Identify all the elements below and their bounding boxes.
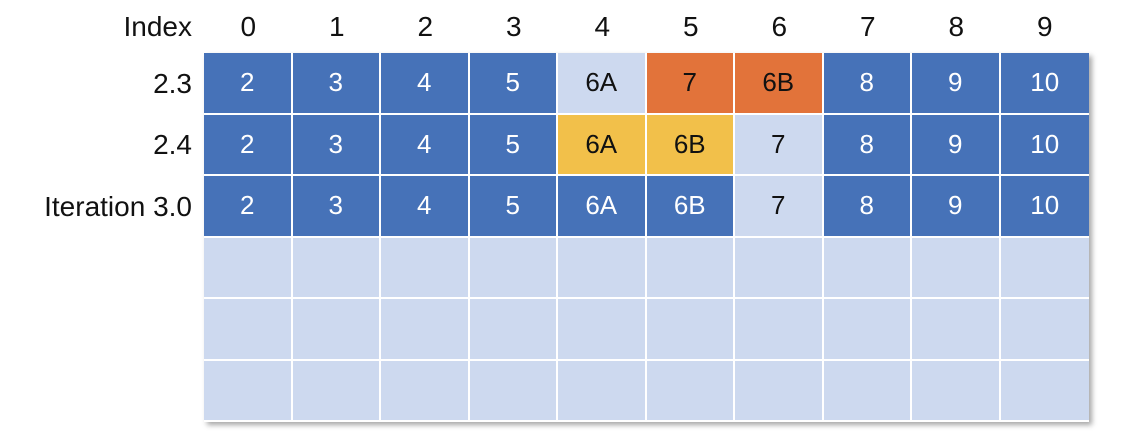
table-cell bbox=[381, 237, 470, 299]
table-cell bbox=[558, 360, 647, 422]
table-cell bbox=[646, 360, 735, 422]
column-index-1: 1 bbox=[328, 10, 345, 42]
row-label bbox=[0, 299, 204, 361]
table-cell: 8 bbox=[823, 114, 912, 176]
table-cell: 3 bbox=[292, 176, 381, 238]
table-cell: 7 bbox=[735, 114, 824, 176]
row-label bbox=[0, 361, 204, 423]
table-cell: 5 bbox=[469, 114, 558, 176]
table-cell: 6B bbox=[646, 176, 735, 238]
row-label: 2.4 bbox=[153, 129, 192, 161]
table-cell bbox=[823, 360, 912, 422]
table-cell: 9 bbox=[912, 114, 1001, 176]
row-label: Iteration 3.0 bbox=[44, 190, 192, 222]
table-cell: 5 bbox=[469, 53, 558, 115]
table-cell: 10 bbox=[1000, 176, 1089, 238]
table-cell bbox=[735, 360, 824, 422]
index-header-label: Index bbox=[123, 10, 193, 42]
column-index-4: 4 bbox=[594, 10, 611, 42]
column-index-0: 0 bbox=[240, 10, 257, 42]
table-cell bbox=[469, 299, 558, 361]
table-cell bbox=[469, 237, 558, 299]
table-cell: 8 bbox=[823, 53, 912, 115]
column-index-3: 3 bbox=[505, 10, 522, 42]
table-cell: 6A bbox=[558, 114, 647, 176]
table-cell bbox=[204, 360, 293, 422]
column-index-8: 8 bbox=[948, 10, 965, 42]
column-index-2: 2 bbox=[417, 10, 434, 42]
table-cell: 7 bbox=[735, 176, 824, 238]
table-cell bbox=[204, 299, 293, 361]
table-cell bbox=[912, 360, 1001, 422]
row-label bbox=[0, 238, 204, 300]
table-cell bbox=[735, 237, 824, 299]
table-cell bbox=[292, 237, 381, 299]
table-cell: 5 bbox=[469, 176, 558, 238]
table-cell: 4 bbox=[381, 176, 470, 238]
table-cell: 4 bbox=[381, 114, 470, 176]
column-index-7: 7 bbox=[859, 10, 876, 42]
table-cell: 9 bbox=[912, 176, 1001, 238]
table-cell: 7 bbox=[646, 53, 735, 115]
column-index-5: 5 bbox=[682, 10, 699, 42]
table-cell: 4 bbox=[381, 53, 470, 115]
table-cell bbox=[1000, 237, 1089, 299]
table-cell: 6A bbox=[558, 176, 647, 238]
table-cell bbox=[646, 237, 735, 299]
table-cell bbox=[1000, 299, 1089, 361]
column-index-6: 6 bbox=[771, 10, 788, 42]
table-cell bbox=[823, 237, 912, 299]
table-cell bbox=[1000, 360, 1089, 422]
table-cell bbox=[292, 360, 381, 422]
table-cell bbox=[735, 299, 824, 361]
table-cell: 3 bbox=[292, 114, 381, 176]
table-cell bbox=[823, 299, 912, 361]
table-cell bbox=[381, 360, 470, 422]
table-cell bbox=[558, 237, 647, 299]
table-cell: 6A bbox=[558, 53, 647, 115]
table-cell: 9 bbox=[912, 53, 1001, 115]
table-cell: 10 bbox=[1000, 53, 1089, 115]
table-cell bbox=[381, 299, 470, 361]
table-cell: 10 bbox=[1000, 114, 1089, 176]
table-cell bbox=[558, 299, 647, 361]
table-cell: 6B bbox=[646, 114, 735, 176]
table-cell bbox=[292, 299, 381, 361]
table-cell bbox=[912, 299, 1001, 361]
table-cell: 3 bbox=[292, 53, 381, 115]
table-cell: 6B bbox=[735, 53, 824, 115]
table-cell: 8 bbox=[823, 176, 912, 238]
table-cell: 2 bbox=[204, 114, 293, 176]
table-cell bbox=[204, 237, 293, 299]
table-cell bbox=[912, 237, 1001, 299]
table-cell: 2 bbox=[204, 53, 293, 115]
table-cell bbox=[646, 299, 735, 361]
column-index-9: 9 bbox=[1036, 10, 1053, 42]
table-cell bbox=[469, 360, 558, 422]
table-cell: 2 bbox=[204, 176, 293, 238]
row-label: 2.3 bbox=[153, 67, 192, 99]
